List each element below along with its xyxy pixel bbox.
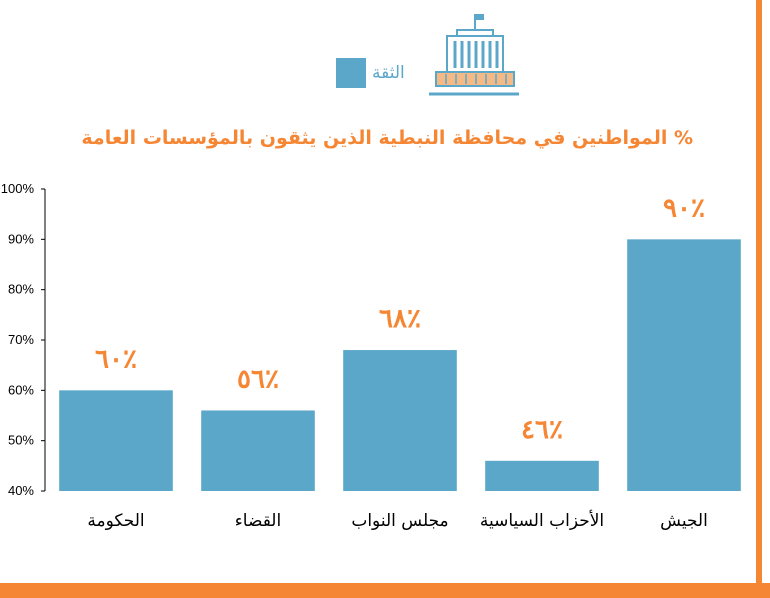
legend-swatch bbox=[336, 58, 366, 88]
chart-axes: 40% 50% 60% 70% 80% 90% 100% bbox=[1, 181, 46, 498]
chart-labels: ٦٠٪ الحكومة ٥٦٪ القضاء ٦٨٪ مجلس النواب ٤٦٪ الأح… bbox=[87, 193, 707, 531]
y-tick-label: 50% bbox=[8, 433, 34, 448]
bar-value-label: ٩٠٪ bbox=[663, 193, 705, 223]
x-category-label: مجلس النواب bbox=[351, 511, 448, 531]
legend-label: الثقة bbox=[372, 63, 405, 83]
chart-legend: الثقة bbox=[336, 58, 405, 88]
x-category-label: الجيش bbox=[660, 511, 708, 531]
bar bbox=[59, 390, 173, 491]
bar-value-label: ٤٦٪ bbox=[521, 415, 563, 445]
y-tick-label: 80% bbox=[8, 282, 34, 297]
bar-value-label: ٦٨٪ bbox=[379, 304, 421, 334]
bar-chart: 40% 50% 60% 70% 80% 90% 100% ٦٠٪ الحكومة ٥٦٪ القض… bbox=[1, 181, 741, 531]
x-category-label: الحكومة bbox=[87, 511, 144, 531]
y-tick-label: 70% bbox=[8, 332, 34, 347]
bottom-accent-band bbox=[0, 583, 770, 598]
bar-value-label: ٦٠٪ bbox=[95, 344, 137, 374]
bar bbox=[627, 239, 741, 491]
y-tick-label: 90% bbox=[8, 231, 34, 246]
x-category-label: الأحزاب السياسية bbox=[480, 510, 604, 531]
right-accent-rule bbox=[756, 0, 762, 598]
bar bbox=[343, 350, 457, 491]
y-tick-label: 40% bbox=[8, 483, 34, 498]
bar bbox=[485, 460, 599, 491]
y-tick-label: 60% bbox=[8, 382, 34, 397]
bar bbox=[201, 410, 315, 491]
y-tick-label: 100% bbox=[1, 181, 35, 196]
government-building-icon bbox=[429, 14, 519, 96]
bar-value-label: ٥٦٪ bbox=[237, 364, 279, 394]
chart-bars bbox=[59, 239, 741, 491]
chart-title: % المواطنين في محافظة النبطية الذين يثقو… bbox=[81, 127, 693, 149]
x-category-label: القضاء bbox=[235, 511, 281, 531]
